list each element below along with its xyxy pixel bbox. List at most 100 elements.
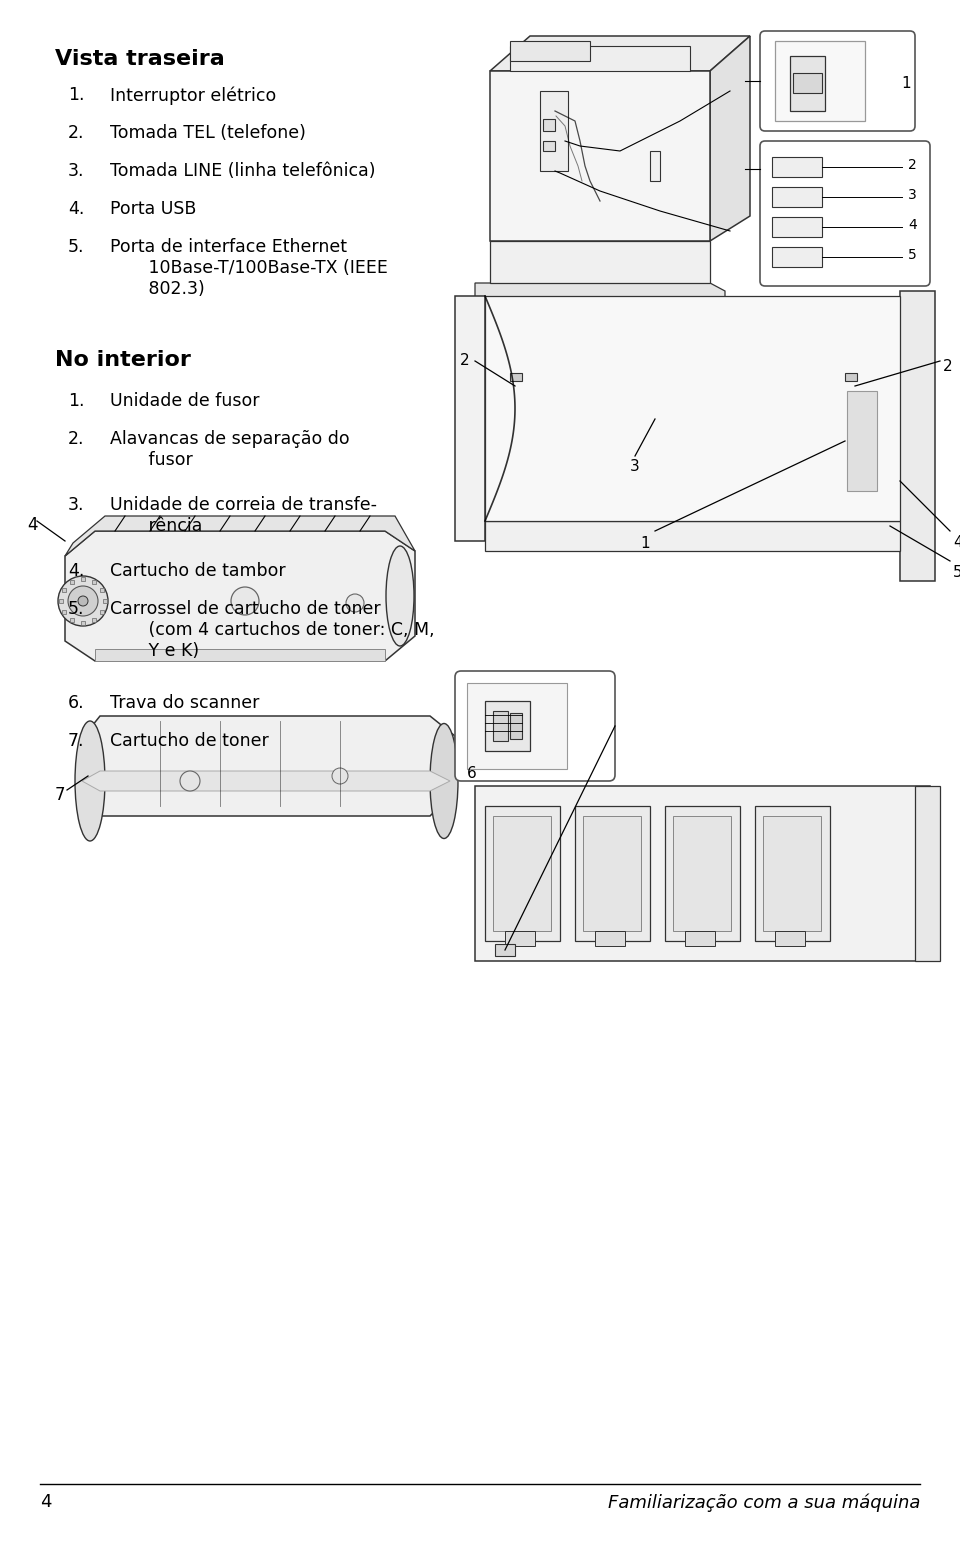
Polygon shape: [485, 331, 875, 353]
Bar: [467, 683, 567, 769]
Circle shape: [231, 587, 259, 615]
Bar: [847, 391, 877, 492]
Circle shape: [58, 576, 108, 626]
Text: 4: 4: [27, 516, 37, 535]
Bar: [510, 46, 690, 71]
Polygon shape: [840, 376, 865, 396]
Text: Unidade de correia de transfe-
       rência: Unidade de correia de transfe- rência: [110, 496, 377, 535]
Text: 5.: 5.: [68, 599, 84, 618]
Text: Vista traseira: Vista traseira: [55, 49, 225, 69]
Polygon shape: [710, 35, 750, 240]
Bar: [543, 119, 555, 131]
Circle shape: [575, 399, 595, 419]
Text: Cartucho de toner: Cartucho de toner: [110, 732, 269, 750]
Circle shape: [610, 399, 630, 419]
Bar: [772, 186, 822, 206]
Bar: [575, 806, 650, 942]
Circle shape: [750, 399, 770, 419]
Bar: [92, 579, 96, 584]
Bar: [772, 217, 822, 237]
Text: 3.: 3.: [68, 496, 84, 515]
Ellipse shape: [75, 721, 105, 841]
Bar: [493, 817, 551, 931]
Bar: [81, 621, 85, 626]
Text: 3: 3: [630, 459, 639, 475]
Circle shape: [800, 99, 814, 112]
Circle shape: [534, 710, 546, 723]
Circle shape: [534, 730, 546, 743]
Bar: [673, 817, 731, 931]
Text: 1.: 1.: [68, 391, 84, 410]
Text: 5: 5: [953, 566, 960, 579]
Polygon shape: [490, 35, 750, 71]
Bar: [478, 300, 506, 321]
Polygon shape: [505, 376, 530, 396]
Polygon shape: [500, 396, 880, 421]
Text: 2: 2: [908, 159, 917, 173]
Text: 1: 1: [901, 76, 911, 91]
Text: 2.: 2.: [68, 123, 84, 142]
Bar: [100, 610, 104, 613]
Polygon shape: [65, 532, 415, 661]
Bar: [510, 373, 522, 381]
Circle shape: [540, 399, 560, 419]
Text: Tomada LINE (linha telefônica): Tomada LINE (linha telefônica): [110, 162, 375, 180]
Circle shape: [680, 399, 700, 419]
Bar: [915, 786, 940, 962]
Bar: [695, 300, 723, 321]
Polygon shape: [475, 284, 725, 300]
Circle shape: [68, 586, 98, 616]
Text: 2: 2: [460, 353, 469, 368]
Text: 4.: 4.: [68, 200, 84, 217]
Text: 4: 4: [908, 217, 917, 233]
Bar: [505, 931, 535, 946]
Text: 5: 5: [908, 248, 917, 262]
Bar: [81, 576, 85, 581]
Bar: [59, 599, 63, 603]
FancyBboxPatch shape: [760, 31, 915, 131]
Text: 4: 4: [953, 535, 960, 550]
Text: 7: 7: [55, 786, 65, 804]
Bar: [485, 806, 560, 942]
Bar: [790, 55, 825, 111]
Text: No interior: No interior: [55, 350, 191, 370]
Text: 1: 1: [640, 536, 650, 552]
Text: 4.: 4.: [68, 562, 84, 579]
Bar: [510, 42, 590, 62]
Bar: [772, 247, 822, 267]
Text: 1.: 1.: [68, 86, 84, 103]
Bar: [70, 579, 74, 584]
Text: Unidade de fusor: Unidade de fusor: [110, 391, 259, 410]
FancyBboxPatch shape: [455, 670, 615, 781]
Text: Tomada TEL (telefone): Tomada TEL (telefone): [110, 123, 306, 142]
FancyBboxPatch shape: [760, 140, 930, 287]
Bar: [485, 701, 530, 750]
Circle shape: [346, 593, 364, 612]
Bar: [485, 521, 900, 552]
Polygon shape: [485, 359, 875, 381]
Text: Interruptor elétrico: Interruptor elétrico: [110, 86, 276, 105]
Bar: [583, 817, 641, 931]
Bar: [775, 42, 865, 122]
Bar: [595, 931, 625, 946]
Text: 7.: 7.: [68, 732, 84, 750]
Bar: [793, 72, 822, 92]
Text: 2.: 2.: [68, 430, 84, 448]
Bar: [650, 151, 660, 180]
Circle shape: [820, 399, 840, 419]
Circle shape: [180, 770, 200, 791]
Bar: [755, 806, 830, 942]
Circle shape: [505, 399, 525, 419]
Text: 2: 2: [943, 359, 952, 374]
Text: Porta USB: Porta USB: [110, 200, 197, 217]
Text: 6: 6: [467, 766, 477, 781]
Bar: [665, 806, 740, 942]
Circle shape: [645, 399, 665, 419]
Bar: [685, 931, 715, 946]
Text: 3.: 3.: [68, 162, 84, 180]
Circle shape: [715, 399, 735, 419]
Bar: [493, 710, 508, 741]
Ellipse shape: [430, 724, 458, 838]
Text: Carrossel de cartucho de toner
       (com 4 cartuchos de toner: C, M,
       Y : Carrossel de cartucho de toner (com 4 ca…: [110, 599, 435, 660]
Text: Porta de interface Ethernet
       10Base-T/100Base-TX (IEEE
       802.3): Porta de interface Ethernet 10Base-T/100…: [110, 237, 388, 297]
